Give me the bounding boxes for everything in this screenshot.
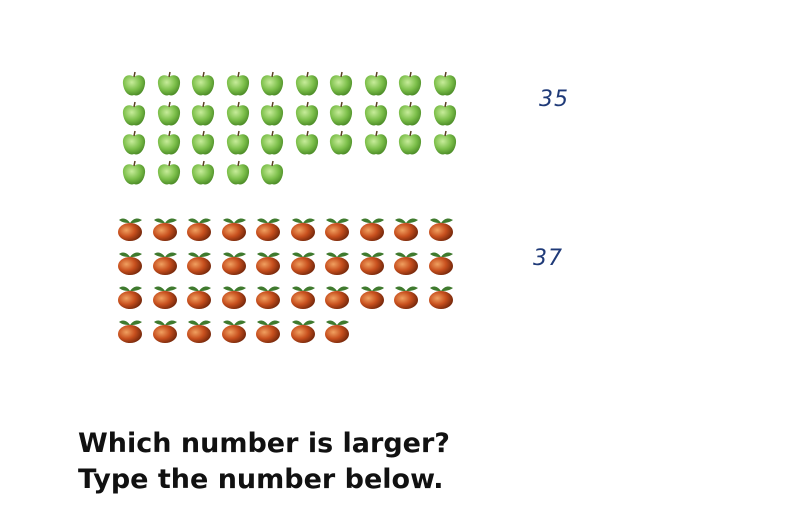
red-apple-icon <box>289 214 317 242</box>
red-apple-icon <box>116 316 144 344</box>
red-apple-icon <box>358 282 386 310</box>
red-apple-icon <box>185 248 213 276</box>
red-apple-icon <box>392 282 420 310</box>
red-apple-icon <box>289 282 317 310</box>
red-apple-icon <box>254 316 282 344</box>
green-apple-icon <box>327 129 355 157</box>
green-apple-icon <box>327 100 355 128</box>
green-apple-icon <box>293 129 321 157</box>
green-apple-icon <box>224 70 252 98</box>
green-apple-icon <box>396 100 424 128</box>
green-apple-icon <box>155 70 183 98</box>
green-apple-icon <box>189 100 217 128</box>
red-apple-icon <box>289 316 317 344</box>
question-text: Which number is larger? Type the number … <box>78 426 450 498</box>
green-apple-icon <box>189 70 217 98</box>
green-apple-count: 35 <box>539 87 569 112</box>
green-apple-icon <box>120 100 148 128</box>
red-apple-icon <box>427 214 455 242</box>
green-apple-icon <box>362 129 390 157</box>
green-apple-icon <box>327 70 355 98</box>
red-apple-icon <box>151 316 179 344</box>
red-apple-icon <box>254 282 282 310</box>
green-apple-icon <box>224 100 252 128</box>
red-apple-icon <box>392 248 420 276</box>
green-apple-icon <box>362 100 390 128</box>
red-apple-icon <box>427 248 455 276</box>
red-apple-icon <box>116 282 144 310</box>
red-apple-icon <box>254 248 282 276</box>
green-apple-icon <box>293 100 321 128</box>
green-apple-icon <box>431 100 459 128</box>
green-apple-icon <box>120 129 148 157</box>
red-apple-icon <box>185 214 213 242</box>
green-apple-icon <box>155 129 183 157</box>
red-apple-icon <box>116 248 144 276</box>
red-apple-icon <box>220 282 248 310</box>
green-apple-icon <box>258 100 286 128</box>
red-apple-count: 37 <box>533 246 563 271</box>
red-apple-icon <box>358 214 386 242</box>
red-apple-icon <box>392 214 420 242</box>
red-apple-icon <box>427 282 455 310</box>
red-apple-icon <box>220 316 248 344</box>
red-apple-icon <box>323 214 351 242</box>
red-apple-icon <box>185 316 213 344</box>
red-apple-icon <box>185 282 213 310</box>
red-apple-icon <box>151 214 179 242</box>
question-line-1: Which number is larger? <box>78 428 450 459</box>
green-apple-icon <box>189 159 217 187</box>
green-apple-icon <box>362 70 390 98</box>
red-apple-icon <box>151 282 179 310</box>
red-apple-icon <box>220 248 248 276</box>
green-apple-icon <box>120 159 148 187</box>
green-apple-icon <box>224 129 252 157</box>
red-apple-icon <box>254 214 282 242</box>
green-apple-icon <box>396 70 424 98</box>
green-apple-icon <box>155 100 183 128</box>
red-apple-icon <box>289 248 317 276</box>
green-apple-icon <box>258 129 286 157</box>
green-apple-icon <box>258 70 286 98</box>
green-apple-icon <box>431 129 459 157</box>
green-apple-icon <box>189 129 217 157</box>
red-apple-icon <box>358 248 386 276</box>
red-apple-icon <box>323 282 351 310</box>
red-apple-icon <box>151 248 179 276</box>
question-line-2: Type the number below. <box>78 464 444 495</box>
green-apple-icon <box>293 70 321 98</box>
red-apple-icon <box>116 214 144 242</box>
red-apple-icon <box>323 248 351 276</box>
green-apple-icon <box>258 159 286 187</box>
green-apple-icon <box>155 159 183 187</box>
green-apple-icon <box>224 159 252 187</box>
red-apple-icon <box>323 316 351 344</box>
green-apple-icon <box>431 70 459 98</box>
green-apple-icon <box>396 129 424 157</box>
green-apple-icon <box>120 70 148 98</box>
red-apple-icon <box>220 214 248 242</box>
